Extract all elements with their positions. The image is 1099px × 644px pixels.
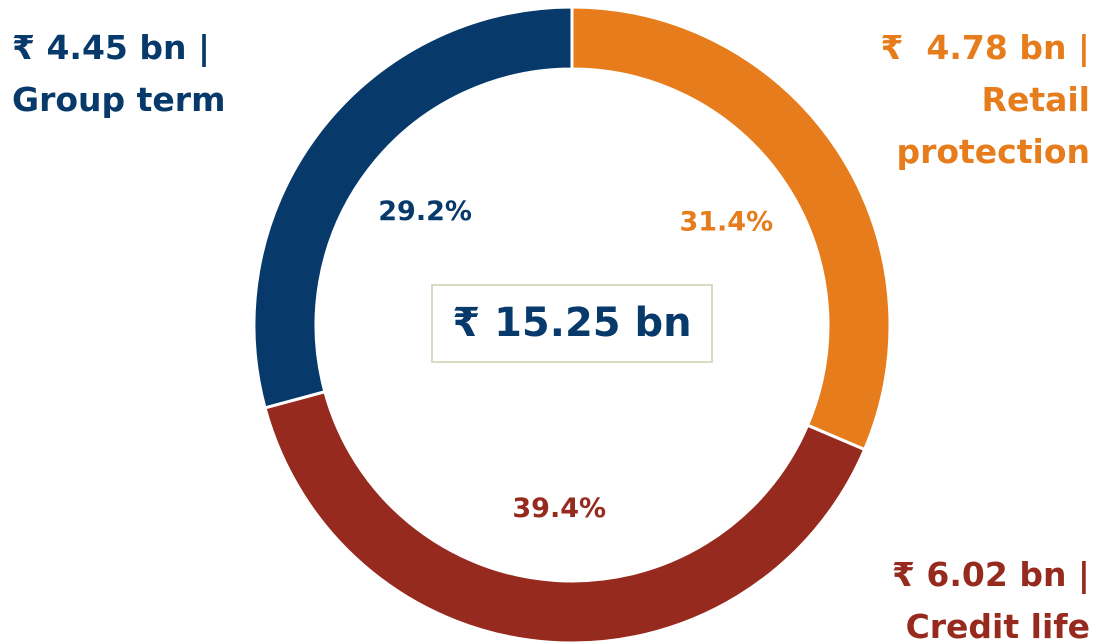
donut-segment [263, 389, 867, 644]
total-label: ₹ 15.25 bn [452, 300, 691, 346]
amount-label: ₹ 4.78 bn | [880, 28, 1090, 67]
amount-label: ₹ 4.45 bn | [12, 28, 211, 67]
total-box [431, 284, 713, 363]
value-label: 29.2% [378, 196, 472, 227]
value-label: 39.4% [512, 493, 606, 524]
category-label: Retail protection [896, 80, 1090, 171]
amount-label: ₹ 6.02 bn | [891, 555, 1090, 594]
donut-segment [570, 5, 892, 452]
slice-label: ₹ 4.78 bn | Retail protection [850, 22, 1090, 178]
value-label: 31.4% [679, 206, 773, 237]
slice-label: ₹ 4.45 bn | Group term [12, 22, 272, 126]
category-label: Group term [12, 80, 226, 119]
category-label: Credit life [905, 607, 1090, 644]
slice-label: ₹ 6.02 bn | Credit life [850, 549, 1090, 644]
